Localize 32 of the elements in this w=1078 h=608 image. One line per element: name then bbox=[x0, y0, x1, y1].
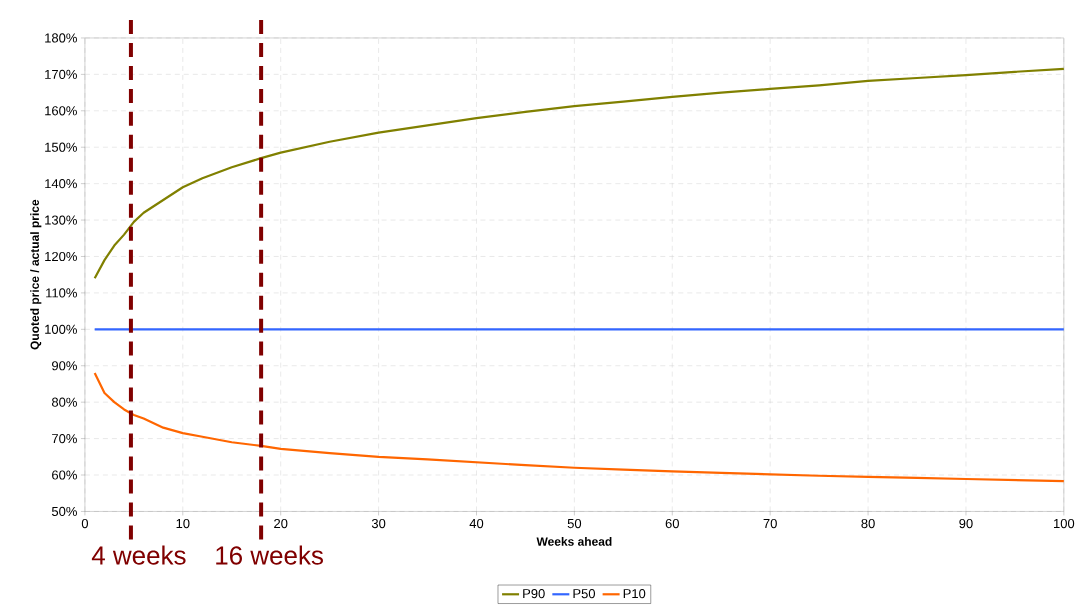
y-tick-label: 70% bbox=[52, 433, 77, 444]
y-tick-label: 170% bbox=[45, 69, 77, 79]
y-tick-label: 80% bbox=[51, 397, 77, 407]
y-tick-label: 60% bbox=[52, 470, 77, 480]
x-tick-label: 20 bbox=[274, 518, 288, 528]
y-tick-label: 110% bbox=[46, 288, 77, 298]
y-tick-label: 100% bbox=[45, 324, 77, 334]
y-tick-label: 120% bbox=[45, 251, 77, 261]
y-tick-label: 130% bbox=[45, 215, 77, 225]
x-axis-title: Weeks ahead bbox=[536, 536, 612, 546]
x-tick-label: 50 bbox=[567, 518, 582, 528]
x-tick-label: 0 bbox=[81, 518, 89, 528]
legend-label: P50 bbox=[573, 588, 596, 599]
x-tick-label: 30 bbox=[371, 518, 386, 528]
legend-label: P10 bbox=[623, 588, 646, 599]
y-tick-label: 50% bbox=[51, 506, 77, 516]
y-tick-label: 160% bbox=[45, 106, 77, 116]
x-tick-label: 70 bbox=[763, 518, 777, 528]
legend-label: P90 bbox=[523, 588, 545, 599]
y-tick-label: 140% bbox=[45, 178, 77, 189]
x-tick-label: 10 bbox=[176, 518, 190, 528]
x-tick-label: 90 bbox=[959, 518, 973, 528]
x-tick-label: 60 bbox=[665, 518, 679, 528]
y-tick-label: 90% bbox=[52, 360, 77, 371]
y-tick-label: 150% bbox=[45, 142, 77, 152]
x-tick-label: 80 bbox=[861, 518, 875, 528]
y-axis-title: Quoted price / actual price bbox=[30, 199, 42, 350]
ref-line-label: 16 weeks bbox=[216, 545, 323, 565]
ref-line-label: 4 weeks bbox=[91, 545, 186, 565]
y-tick-label: 180% bbox=[45, 33, 77, 43]
x-tick-label: 100 bbox=[1054, 518, 1075, 528]
x-tick-label: 40 bbox=[469, 518, 484, 528]
